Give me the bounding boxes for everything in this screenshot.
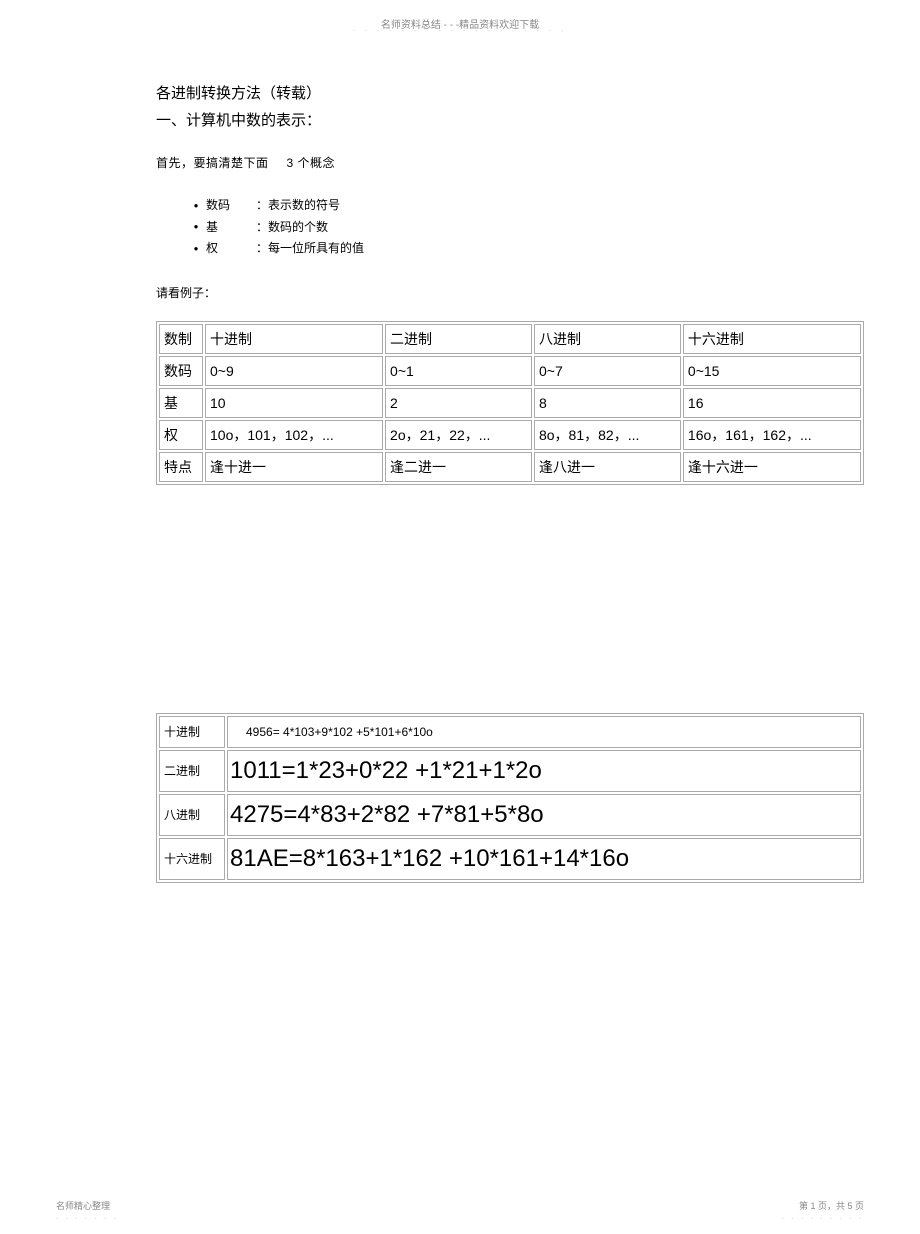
table-cell: 数制 bbox=[159, 324, 203, 354]
table-cell: 十六进制 bbox=[683, 324, 861, 354]
page-title: 各进制转换方法（转载） bbox=[156, 80, 864, 107]
table-row: 基 10 2 8 16 bbox=[159, 388, 861, 418]
table-numeral-systems: 数制 十进制 二进制 八进制 十六进制 数码 0~9 0~1 0~7 0~15 … bbox=[156, 321, 864, 485]
table-examples: 十进制 4956= 4*103+9*102 +5*101+6*10o 二进制 1… bbox=[156, 713, 864, 883]
see-example-text: 请看例子： bbox=[156, 284, 864, 301]
bullet-dot-icon: ● bbox=[186, 242, 206, 256]
bullet-desc: ：每一位所具有的值 bbox=[256, 238, 364, 260]
header-dots: - - - - - - - - - - - - - - - - - - bbox=[0, 28, 920, 35]
table-row: 权 10o，101，102，... 2o，21，22，... 8o，81，82，… bbox=[159, 420, 861, 450]
table-cell: 八进制 bbox=[534, 324, 681, 354]
table-cell: 0~9 bbox=[205, 356, 383, 386]
footer-right-text: 第 1 页，共 5 页 bbox=[799, 1199, 864, 1212]
bullet-list: ● 数码 ：表示数的符号 ● 基 ：数码的个数 ● 权 ：每一位所具有的值 bbox=[186, 195, 864, 260]
table-row: 十进制 4956= 4*103+9*102 +5*101+6*10o bbox=[159, 716, 861, 748]
bullet-dot-icon: ● bbox=[186, 199, 206, 213]
page-content: 各进制转换方法（转载） 一、计算机中数的表示： 首先，要搞清楚下面 3 个概念 ●… bbox=[156, 80, 864, 883]
table-cell-value: 4275=4*83+2*82 +7*81+5*8o bbox=[227, 794, 861, 836]
table-cell-value: 1011=1*23+0*22 +1*21+1*2o bbox=[227, 750, 861, 792]
table-cell: 特点 bbox=[159, 452, 203, 482]
table-cell: 2o，21，22，... bbox=[385, 420, 532, 450]
bullet-desc: ：数码的个数 bbox=[256, 217, 328, 239]
section-heading: 一、计算机中数的表示： bbox=[156, 107, 864, 134]
table-cell: 0~15 bbox=[683, 356, 861, 386]
table-row: 十六进制 81AE=8*163+1*162 +10*161+14*16o bbox=[159, 838, 861, 880]
bullet-term: 数码 bbox=[206, 195, 256, 217]
table-row: 数制 十进制 二进制 八进制 十六进制 bbox=[159, 324, 861, 354]
table-row: 数码 0~9 0~1 0~7 0~15 bbox=[159, 356, 861, 386]
table-cell: 8o，81，82，... bbox=[534, 420, 681, 450]
table-cell: 16 bbox=[683, 388, 861, 418]
table-cell: 0~7 bbox=[534, 356, 681, 386]
bullet-desc: ：表示数的符号 bbox=[256, 195, 340, 217]
table-cell-label: 十六进制 bbox=[159, 838, 225, 880]
table-cell: 逢十进一 bbox=[205, 452, 383, 482]
table-cell: 16o，161，162，... bbox=[683, 420, 861, 450]
bullet-term: 基 bbox=[206, 217, 256, 239]
table-row: 八进制 4275=4*83+2*82 +7*81+5*8o bbox=[159, 794, 861, 836]
table-cell: 数码 bbox=[159, 356, 203, 386]
table-cell-label: 八进制 bbox=[159, 794, 225, 836]
bullet-item: ● 数码 ：表示数的符号 bbox=[186, 195, 864, 217]
bullet-term: 权 bbox=[206, 238, 256, 260]
table-cell: 逢二进一 bbox=[385, 452, 532, 482]
table-cell-value: 81AE=8*163+1*162 +10*161+14*16o bbox=[227, 838, 861, 880]
intro-text: 首先，要搞清楚下面 3 个概念 bbox=[156, 154, 864, 171]
table-cell-label: 二进制 bbox=[159, 750, 225, 792]
table-cell: 10o，101，102，... bbox=[205, 420, 383, 450]
footer-left-dots: - - - - - - - bbox=[56, 1216, 119, 1222]
table-cell: 十进制 bbox=[205, 324, 383, 354]
footer-left-text: 名师精心整理 bbox=[56, 1199, 110, 1212]
table-cell: 8 bbox=[534, 388, 681, 418]
table-cell: 基 bbox=[159, 388, 203, 418]
intro-prefix: 首先，要搞清楚下面 bbox=[156, 156, 269, 170]
bullet-item: ● 权 ：每一位所具有的值 bbox=[186, 238, 864, 260]
table-cell-label: 十进制 bbox=[159, 716, 225, 748]
table-cell: 2 bbox=[385, 388, 532, 418]
table-row: 二进制 1011=1*23+0*22 +1*21+1*2o bbox=[159, 750, 861, 792]
table-cell: 逢八进一 bbox=[534, 452, 681, 482]
table-cell: 权 bbox=[159, 420, 203, 450]
intro-suffix: 3 个概念 bbox=[287, 156, 336, 170]
table-cell: 逢十六进一 bbox=[683, 452, 861, 482]
bullet-item: ● 基 ：数码的个数 bbox=[186, 217, 864, 239]
table-cell: 二进制 bbox=[385, 324, 532, 354]
footer-right-dots: - - - - - - - - - bbox=[782, 1216, 864, 1222]
table-row: 特点 逢十进一 逢二进一 逢八进一 逢十六进一 bbox=[159, 452, 861, 482]
bullet-dot-icon: ● bbox=[186, 220, 206, 234]
table-cell: 0~1 bbox=[385, 356, 532, 386]
table-cell-value: 4956= 4*103+9*102 +5*101+6*10o bbox=[227, 716, 861, 748]
table-cell: 10 bbox=[205, 388, 383, 418]
